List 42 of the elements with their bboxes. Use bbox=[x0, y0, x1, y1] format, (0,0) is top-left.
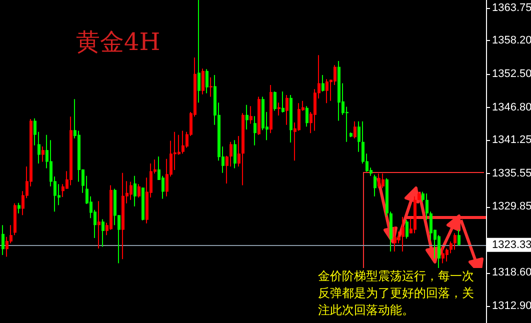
candlestick bbox=[18, 202, 20, 214]
y-tick-label: 1352.50 bbox=[492, 68, 531, 80]
candlestick bbox=[326, 78, 328, 104]
candlestick bbox=[254, 116, 256, 146]
y-tick-label: 1329.85 bbox=[492, 200, 531, 213]
candlestick bbox=[322, 74, 324, 92]
candlestick bbox=[206, 68, 208, 94]
candlestick bbox=[138, 184, 140, 198]
candlestick bbox=[250, 106, 252, 124]
candlestick bbox=[198, 0, 200, 104]
y-tick-label: 1358.20 bbox=[492, 34, 531, 46]
y-tick-label: 1363.75 bbox=[492, 2, 531, 14]
y-tick-label: 1312.90 bbox=[492, 300, 531, 312]
candlestick bbox=[102, 218, 104, 248]
candlestick bbox=[230, 141, 232, 167]
candlestick bbox=[130, 181, 132, 200]
candlestick bbox=[354, 120, 356, 139]
y-tick-label: 1346.80 bbox=[492, 101, 531, 114]
candlestick bbox=[246, 104, 248, 130]
candlestick bbox=[210, 76, 212, 98]
ref-line-label: 1323.33 bbox=[492, 238, 531, 251]
candlestick bbox=[286, 94, 288, 126]
annotation: 金价阶梯型震荡运行，每一次反弹都是为了更好的回落，关注此次回落动能。 bbox=[318, 268, 484, 319]
candlestick bbox=[98, 200, 100, 250]
candlestick bbox=[298, 102, 300, 132]
candlestick bbox=[134, 175, 136, 207]
candlestick bbox=[202, 68, 204, 95]
candlestick bbox=[42, 146, 44, 162]
candlestick bbox=[234, 140, 236, 169]
candlestick bbox=[334, 64, 336, 86]
candlestick bbox=[282, 90, 284, 114]
y-tick-label: 1318.60 bbox=[492, 266, 531, 279]
candlestick bbox=[306, 106, 308, 128]
text: 黄金4H bbox=[76, 27, 160, 58]
candlestick bbox=[274, 90, 276, 112]
candlestick bbox=[58, 184, 60, 206]
y-tick-label: 1341.25 bbox=[492, 134, 531, 146]
candlestick bbox=[62, 184, 64, 198]
candlestick bbox=[374, 174, 376, 197]
y-tick-label: 1335.55 bbox=[492, 167, 531, 180]
candlestick bbox=[182, 130, 184, 154]
candlestick bbox=[2, 224, 4, 256]
